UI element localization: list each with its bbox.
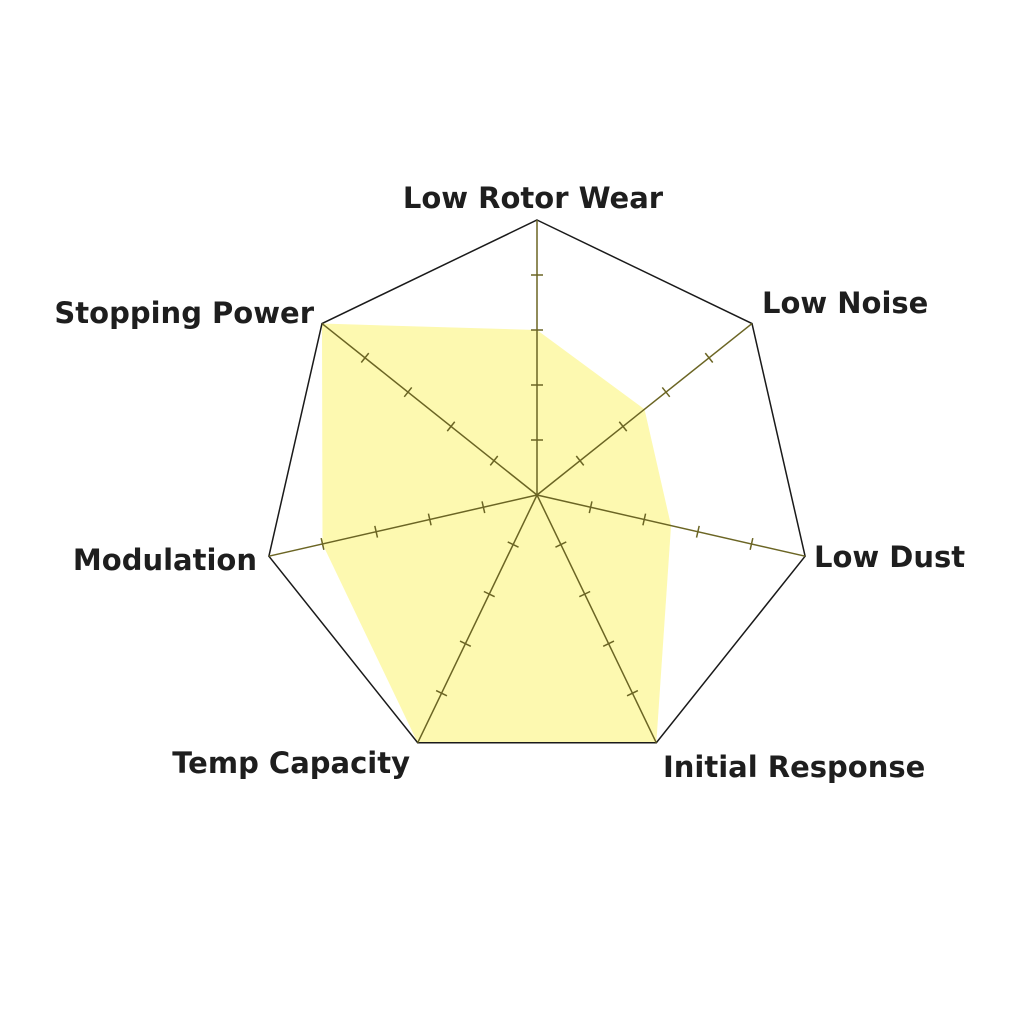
axis-line [417,494,538,744]
axis-tick [403,386,413,398]
axis-tick [374,525,379,538]
axis-tick [749,537,754,550]
axis-line [268,494,538,557]
data-area [321,323,672,743]
axis-tick [626,689,639,697]
axis-tick [481,501,486,514]
axis-label-low-noise: Low Noise [762,286,928,320]
axis-label-temp-capacity: Temp Capacity [172,746,410,780]
axis-tick [588,501,593,514]
axis-tick [446,421,456,432]
axis-tick [489,455,499,466]
axis-tick [427,513,432,526]
axis-tick [575,455,585,466]
axis-tick [555,541,567,548]
axis-tick [507,541,519,548]
axis-tick [704,352,714,363]
axis-tick [578,590,591,598]
axis-tick [459,640,472,647]
axis-label-low-rotor-wear: Low Rotor Wear [403,181,664,215]
axis-label-modulation: Modulation [73,543,257,577]
axis-line [536,322,753,496]
axis-tick [483,590,496,598]
axis-tick [695,525,700,538]
axis-tick [360,352,370,363]
axis-line [536,494,806,557]
axis-tick [618,421,628,432]
axis-line [536,494,657,744]
axis-label-initial-response: Initial Response [663,750,925,784]
outer-frame [268,219,806,744]
axis-tick [602,640,615,647]
axis-label-stopping-power: Stopping Power [54,296,314,330]
axis-tick [642,513,647,526]
axis-tick [320,537,325,550]
axis-tick [435,689,448,697]
axis-line [321,322,538,496]
axis-tick [661,386,671,398]
axis-label-low-dust: Low Dust [814,540,965,574]
